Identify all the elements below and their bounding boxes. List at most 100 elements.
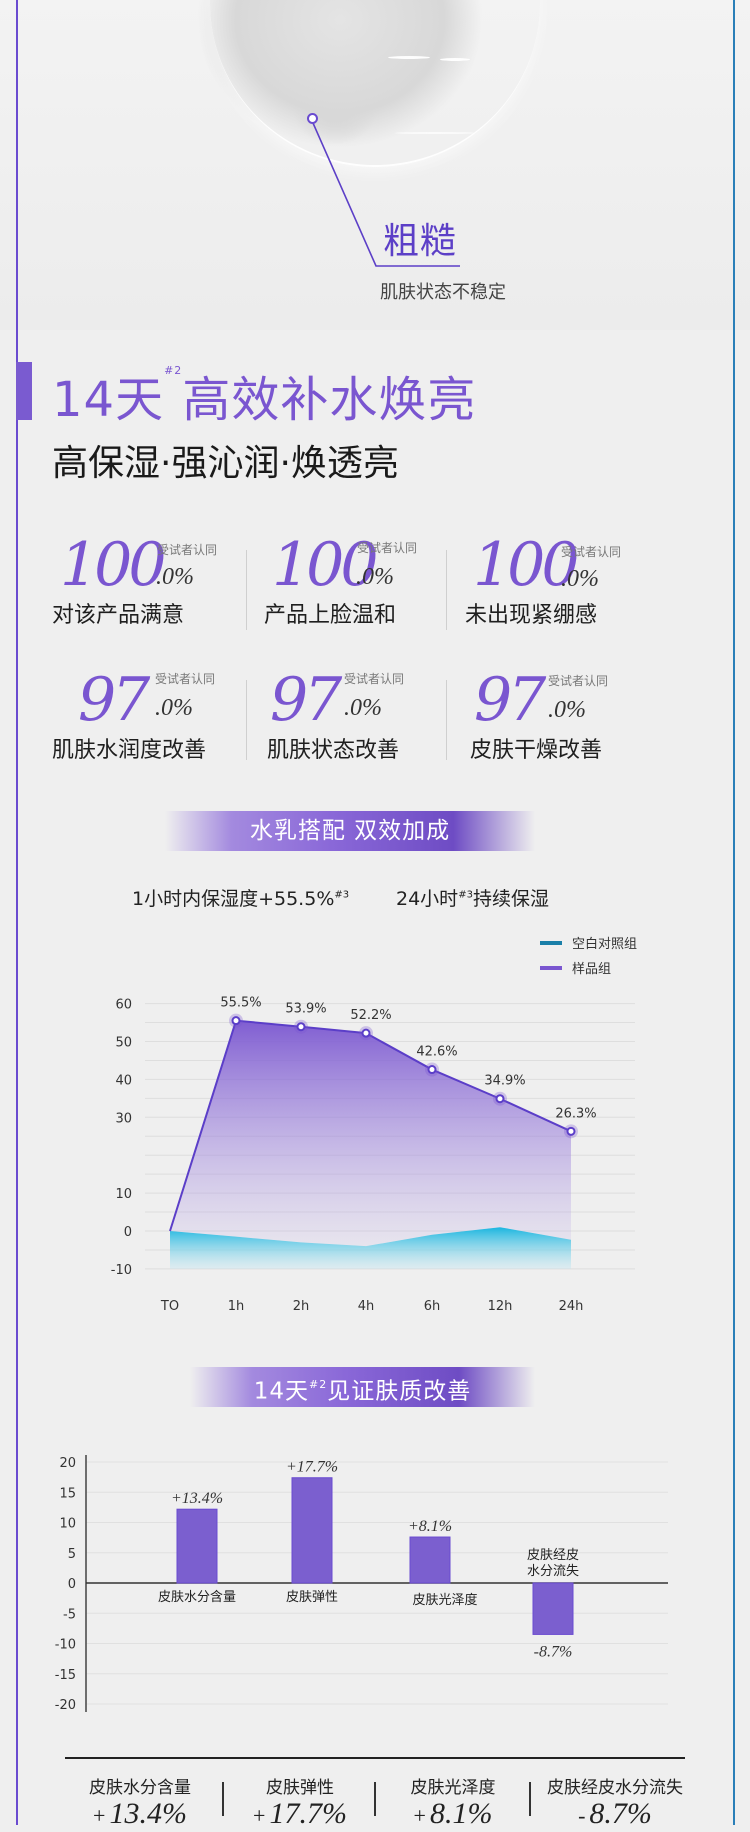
value-number: 8.1% <box>429 1797 493 1830</box>
stat-agree-note: 受试者认同 <box>344 672 405 686</box>
value-sign: - <box>578 1803 586 1828</box>
value-number: 13.4% <box>109 1797 187 1830</box>
stat-decimal: .0% <box>155 695 193 721</box>
lip-highlight <box>395 132 475 134</box>
y-axis-tick: 15 <box>59 1486 76 1501</box>
stat-label: 肌肤状态改善 <box>267 738 400 763</box>
data-label: 52.2% <box>350 1008 391 1023</box>
bar <box>532 1582 574 1635</box>
bar-category-label: 皮肤水分含量 <box>158 1589 236 1605</box>
sample-area <box>170 1020 571 1247</box>
stat-agree-note: 受试者认同 <box>157 543 218 557</box>
bar-value-label: +17.7% <box>286 1459 338 1476</box>
stat-value: 97 <box>78 665 150 735</box>
caption-text: 1小时内保湿度+55.5% <box>132 888 335 910</box>
stat-label: 对该产品满意 <box>52 603 185 628</box>
banner-label: 水乳搭配 双效加成 <box>249 818 451 844</box>
legend-swatch-icon <box>540 965 562 970</box>
callout-pin-icon <box>307 113 318 124</box>
left-border-line <box>16 0 18 1825</box>
summary-item: 皮肤弹性 +17.7% <box>240 1773 360 1832</box>
divider <box>374 1782 376 1816</box>
control-area <box>170 1227 571 1269</box>
title-prefix: 14天 <box>52 372 165 428</box>
value-sign: + <box>413 1803 426 1828</box>
stat-value: 100 <box>60 530 167 600</box>
stat-value: 97 <box>474 665 546 735</box>
footnote-mark: #3 <box>458 889 473 901</box>
legend-label: 样品组 <box>572 962 612 977</box>
data-point-marker <box>361 1028 371 1038</box>
summary-label: 皮肤弹性 <box>266 1778 334 1798</box>
divider <box>446 680 447 760</box>
divider <box>246 550 247 630</box>
x-axis-tick: 2h <box>293 1299 310 1314</box>
stat-card: 100 受试者认同 .0% 未出现紧绷感 <box>465 535 665 635</box>
right-border-line <box>733 0 735 1825</box>
data-label: 42.6% <box>416 1045 457 1060</box>
y-axis-tick: 60 <box>115 998 132 1013</box>
bar-category-label: 皮肤弹性 <box>286 1590 338 1605</box>
x-axis-tick: 1h <box>228 1299 245 1314</box>
summary-item: 皮肤光泽度 +8.1% <box>393 1773 513 1832</box>
stat-agree-note: 受试者认同 <box>561 545 622 559</box>
stat-label: 未出现紧绷感 <box>465 603 598 628</box>
stat-card: 97 受试者认同 .0% 皮肤干燥改善 <box>470 670 670 770</box>
y-axis-tick: 10 <box>59 1517 76 1532</box>
page-subtitle: 高保湿·强沁润·焕透亮 <box>52 443 399 484</box>
stat-label: 肌肤水润度改善 <box>52 738 207 763</box>
data-label: 55.5% <box>220 996 261 1011</box>
stat-value: 100 <box>272 530 379 600</box>
data-point-marker <box>231 1016 241 1026</box>
callout-title: 粗糙 <box>383 221 458 262</box>
footnote-mark: #2 <box>309 1378 328 1391</box>
y-axis-tick: 30 <box>115 1111 132 1126</box>
section-banner: 14天#2见证肤质改善 <box>190 1367 535 1407</box>
summary-value: +17.7% <box>240 1798 360 1832</box>
y-axis-tick: 0 <box>124 1225 132 1240</box>
stat-agree-note: 受试者认同 <box>357 541 418 555</box>
data-point-marker <box>427 1065 437 1075</box>
stat-label: 皮肤干燥改善 <box>470 738 603 763</box>
lip-highlight <box>388 56 430 59</box>
bar-value-label: +8.1% <box>408 1518 452 1535</box>
legend-item-control: 空白对照组 <box>540 930 637 955</box>
x-axis-tick: 4h <box>358 1299 375 1314</box>
legend-swatch-icon <box>540 940 562 945</box>
stat-card: 97 受试者认同 .0% 肌肤状态改善 <box>267 670 467 770</box>
bar-category-label: 皮肤经皮 <box>527 1548 579 1563</box>
stat-decimal: .0% <box>344 695 382 721</box>
stat-decimal: .0% <box>561 566 599 592</box>
section-banner: 水乳搭配 双效加成 <box>165 811 535 851</box>
data-label: 26.3% <box>555 1106 596 1121</box>
caption-text: 持续保湿 <box>472 888 549 910</box>
stat-value: 97 <box>270 665 342 735</box>
summary-value: +8.1% <box>393 1798 513 1832</box>
x-axis-tick: 24h <box>559 1299 584 1314</box>
y-axis-tick: -20 <box>55 1698 76 1713</box>
value-number: 8.7% <box>589 1797 652 1830</box>
page-title: 14天#2高效补水焕亮 <box>52 360 476 430</box>
x-axis-tick: 12h <box>488 1299 513 1314</box>
value-sign: + <box>253 1803 266 1828</box>
y-axis-tick: 10 <box>115 1187 132 1202</box>
y-axis-tick: -15 <box>55 1668 76 1683</box>
face-outline <box>210 0 540 167</box>
stat-label: 产品上脸温和 <box>264 603 397 628</box>
banner-label: 见证肤质改善 <box>327 1378 472 1405</box>
lip-highlight <box>440 58 470 61</box>
stat-decimal: .0% <box>356 564 394 590</box>
stat-decimal: .0% <box>156 564 194 590</box>
y-axis-tick: -10 <box>111 1263 132 1278</box>
x-axis-tick: 6h <box>424 1299 441 1314</box>
summary-label: 皮肤光泽度 <box>410 1778 496 1798</box>
summary-divider-line <box>65 1757 685 1759</box>
divider <box>222 1782 224 1816</box>
data-label: 34.9% <box>484 1074 525 1089</box>
headline-accent-bar <box>16 362 32 420</box>
stat-value: 100 <box>473 530 580 600</box>
divider <box>446 550 447 630</box>
caption-text: 24小时 <box>396 888 459 910</box>
